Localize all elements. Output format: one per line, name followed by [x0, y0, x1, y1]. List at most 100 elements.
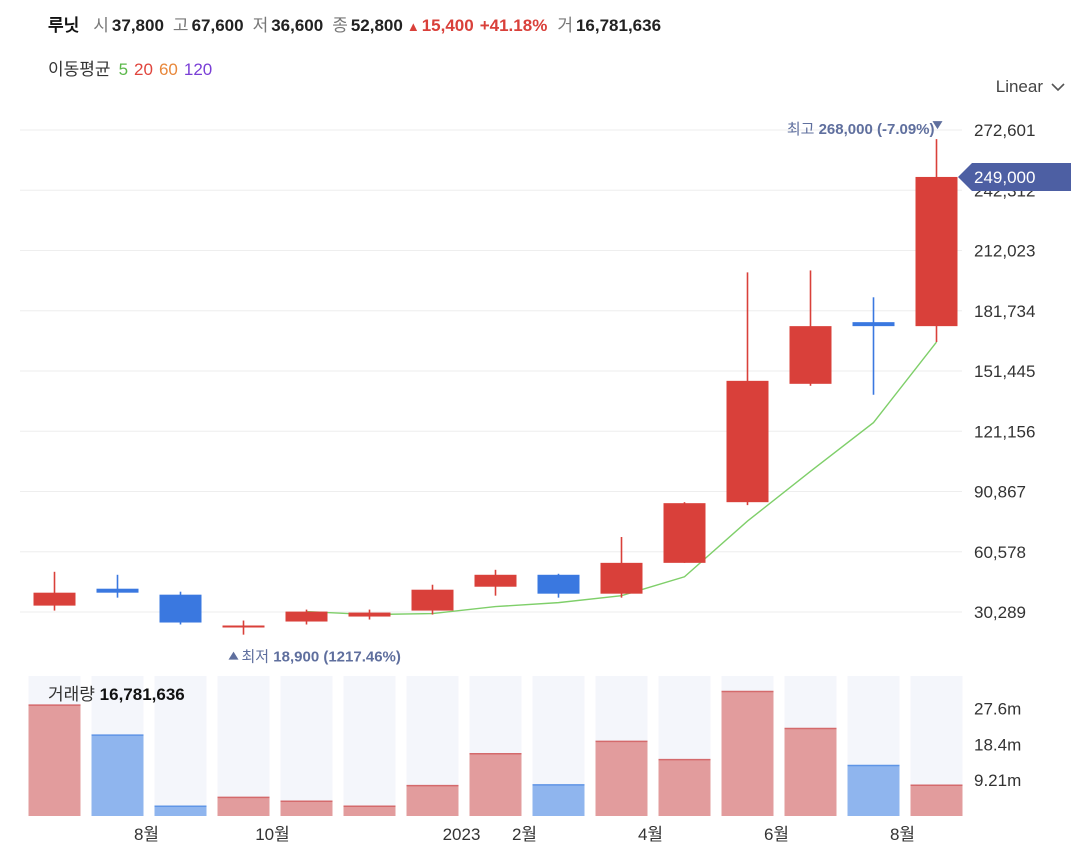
volume-label: 거 — [557, 16, 573, 35]
min-price-value: 18,900 (1217.46%) — [273, 649, 401, 666]
change-percent: +41.18% — [479, 16, 548, 35]
volume-bar — [406, 785, 459, 816]
current-price-tag — [958, 162, 1071, 191]
max-price-annotation: 최고 268,000 (-7.09%) — [787, 121, 935, 138]
volume-column-bg — [154, 676, 207, 816]
y-tick-label: 121,156 — [974, 422, 1035, 441]
candles — [33, 139, 958, 635]
x-tick-label: 8월 — [890, 825, 915, 844]
triangle-up-icon — [228, 651, 239, 660]
scale-label: Linear — [995, 77, 1043, 96]
volume-column-bg — [217, 676, 270, 816]
candle — [348, 609, 391, 620]
candle — [96, 574, 139, 598]
low-label: 저 — [252, 16, 269, 35]
close-value: 52,800 — [350, 16, 403, 35]
candle — [600, 536, 643, 598]
y-tick-label: 30,289 — [974, 603, 1026, 622]
volume-label: 거래량 — [48, 685, 100, 704]
moving-average-legend: 이동평균 5 20 60 120 — [48, 55, 218, 80]
max-price-label: 최고 — [787, 121, 819, 138]
volume-title: 거래량 16,781,636 — [48, 685, 185, 704]
stock-name: 루닛 — [48, 16, 80, 35]
open-label: 시 — [93, 16, 109, 35]
volume-bar — [154, 806, 207, 816]
candle — [222, 620, 265, 635]
triangle-down-icon — [932, 121, 943, 130]
close-label: 종 — [332, 16, 348, 35]
ma-60-toggle[interactable]: 60 — [158, 60, 178, 79]
scale-dropdown[interactable]: Linear — [996, 77, 1065, 97]
current-price-label: 249,000 — [974, 168, 1035, 187]
candle — [474, 569, 517, 596]
volume-bar — [28, 705, 81, 816]
high-value: 67,600 — [191, 16, 244, 35]
y-tick-label: 212,023 — [974, 242, 1035, 261]
candle-body — [663, 503, 706, 563]
volume-tick-label: 9.21m — [974, 771, 1021, 790]
chevron-down-icon — [1051, 82, 1065, 91]
volume-bar — [658, 759, 711, 816]
volume-bar — [91, 735, 144, 816]
volume-bar — [532, 784, 585, 816]
y-tick-label: 151,445 — [974, 362, 1035, 381]
volume-tick-label: 18.4m — [974, 735, 1021, 754]
candle — [663, 502, 706, 563]
volume-bar — [217, 797, 270, 816]
candle — [537, 573, 580, 598]
candle-body — [852, 322, 895, 327]
volume-bar — [595, 741, 648, 816]
candle — [915, 139, 958, 343]
volume-column-bg — [280, 676, 333, 816]
x-tick-label: 2023 — [443, 825, 481, 844]
candle-body — [348, 612, 391, 617]
y-tick-label: 90,867 — [974, 483, 1026, 502]
volume-bar — [280, 801, 333, 816]
x-tick-label: 8월 — [134, 825, 159, 844]
volume-bar — [847, 765, 900, 816]
annotations: 최고 268,000 (-7.09%) 최저 18,900 (1217.46%) 2… — [228, 121, 1071, 666]
candle-body — [222, 625, 265, 628]
candle — [159, 591, 202, 625]
ma-20-toggle[interactable]: 20 — [134, 60, 153, 79]
high-label: 고 — [172, 16, 189, 35]
volume-value: 16,781,636 — [575, 16, 662, 35]
candle-body — [789, 326, 832, 384]
candle — [411, 584, 454, 615]
x-tick-label: 2월 — [512, 825, 537, 844]
volume-tick-label: 27.6m — [974, 700, 1021, 719]
candle-body — [96, 588, 139, 593]
moving-average-title: 이동평균 — [48, 60, 111, 79]
candle-body — [411, 589, 454, 611]
change-value: 15,400 — [421, 16, 474, 35]
ma-120-toggle[interactable]: 120 — [183, 60, 213, 79]
candle — [33, 571, 76, 611]
low-value: 36,600 — [271, 16, 324, 35]
volume-bar — [469, 753, 522, 816]
candle-body — [726, 380, 769, 503]
x-tick-label: 4월 — [638, 825, 663, 844]
volume-bar — [910, 785, 963, 816]
candle-body — [600, 562, 643, 594]
y-tick-label: 60,578 — [974, 543, 1026, 562]
open-value: 37,800 — [111, 16, 164, 35]
volume-bar — [343, 806, 396, 816]
triangle-up-icon: ▲ — [406, 19, 420, 34]
candle-body — [537, 574, 580, 594]
y-tick-label: 272,601 — [974, 121, 1035, 140]
price-header: 루닛 시 37,800 고 67,600 저 36,600 종 52,800 ▲… — [48, 11, 670, 35]
volume-value: 16,781,636 — [100, 685, 185, 704]
volume-bar — [721, 691, 774, 816]
candle-body — [915, 176, 958, 327]
volume-bars — [28, 690, 963, 816]
min-price-annotation: 최저 18,900 (1217.46%) — [242, 649, 401, 666]
candle — [852, 297, 895, 395]
x-tick-label: 10월 — [255, 825, 290, 844]
candle-body — [285, 611, 328, 622]
candle — [789, 270, 832, 386]
ma-5-toggle[interactable]: 5 — [118, 60, 129, 79]
min-price-label: 최저 — [242, 649, 274, 666]
candle-body — [474, 574, 517, 587]
volume-column-bg — [343, 676, 396, 816]
